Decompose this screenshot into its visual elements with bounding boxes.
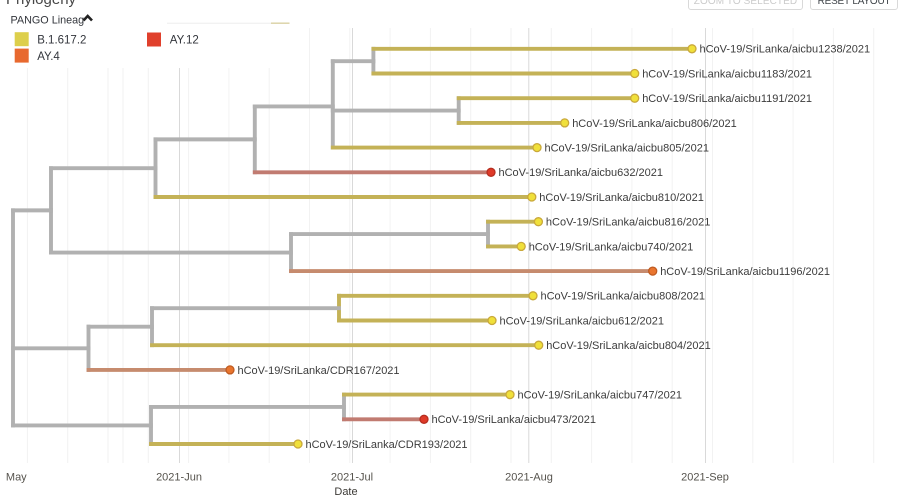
svg-text:PANGO Lineag: PANGO Lineag [11, 14, 85, 26]
svg-text:hCoV-19/SriLanka/aicbu740/2021: hCoV-19/SriLanka/aicbu740/2021 [529, 241, 694, 253]
svg-text:May: May [6, 472, 27, 484]
svg-text:hCoV-19/SriLanka/aicbu816/2021: hCoV-19/SriLanka/aicbu816/2021 [546, 217, 711, 229]
svg-text:hCoV-19/SriLanka/aicbu804/2021: hCoV-19/SriLanka/aicbu804/2021 [546, 340, 711, 352]
svg-text:B.1.617.2: B.1.617.2 [37, 34, 86, 46]
svg-text:hCoV-19/SriLanka/aicbu1191/202: hCoV-19/SriLanka/aicbu1191/2021 [642, 93, 812, 105]
svg-text:hCoV-19/SriLanka/CDR193/2021: hCoV-19/SriLanka/CDR193/2021 [306, 439, 468, 451]
svg-text:hCoV-19/SriLanka/aicbu747/2021: hCoV-19/SriLanka/aicbu747/2021 [518, 390, 683, 402]
svg-text:hCoV-19/SriLanka/aicbu806/2021: hCoV-19/SriLanka/aicbu806/2021 [572, 118, 737, 130]
svg-text:2021-Sep: 2021-Sep [681, 472, 729, 484]
svg-text:2021-Jun: 2021-Jun [156, 472, 202, 484]
svg-text:hCoV-19/SriLanka/aicbu808/2021: hCoV-19/SriLanka/aicbu808/2021 [541, 291, 706, 303]
svg-text:AY.4: AY.4 [37, 51, 60, 63]
svg-text:hCoV-19/SriLanka/aicbu1183/202: hCoV-19/SriLanka/aicbu1183/2021 [642, 68, 812, 80]
svg-text:hCoV-19/SriLanka/aicbu1238/202: hCoV-19/SriLanka/aicbu1238/2021 [700, 44, 871, 56]
svg-text:Date: Date [334, 486, 357, 498]
svg-text:hCoV-19/SriLanka/aicbu473/2021: hCoV-19/SriLanka/aicbu473/2021 [432, 414, 597, 426]
svg-text:hCoV-19/SriLanka/aicbu632/2021: hCoV-19/SriLanka/aicbu632/2021 [499, 167, 664, 179]
svg-text:AY.12: AY.12 [170, 35, 199, 47]
svg-text:hCoV-19/SriLanka/CDR167/2021: hCoV-19/SriLanka/CDR167/2021 [238, 365, 400, 377]
svg-text:2021-Jul: 2021-Jul [331, 472, 373, 484]
svg-text:Phylogeny: Phylogeny [6, 0, 77, 8]
svg-text:hCoV-19/SriLanka/aicbu1196/202: hCoV-19/SriLanka/aicbu1196/2021 [660, 266, 830, 278]
svg-text:hCoV-19/SriLanka/aicbu810/2021: hCoV-19/SriLanka/aicbu810/2021 [539, 192, 704, 204]
svg-text:2021-Aug: 2021-Aug [505, 472, 553, 484]
svg-text:hCoV-19/SriLanka/aicbu805/2021: hCoV-19/SriLanka/aicbu805/2021 [545, 143, 710, 155]
svg-text:hCoV-19/SriLanka/aicbu612/2021: hCoV-19/SriLanka/aicbu612/2021 [500, 315, 665, 327]
